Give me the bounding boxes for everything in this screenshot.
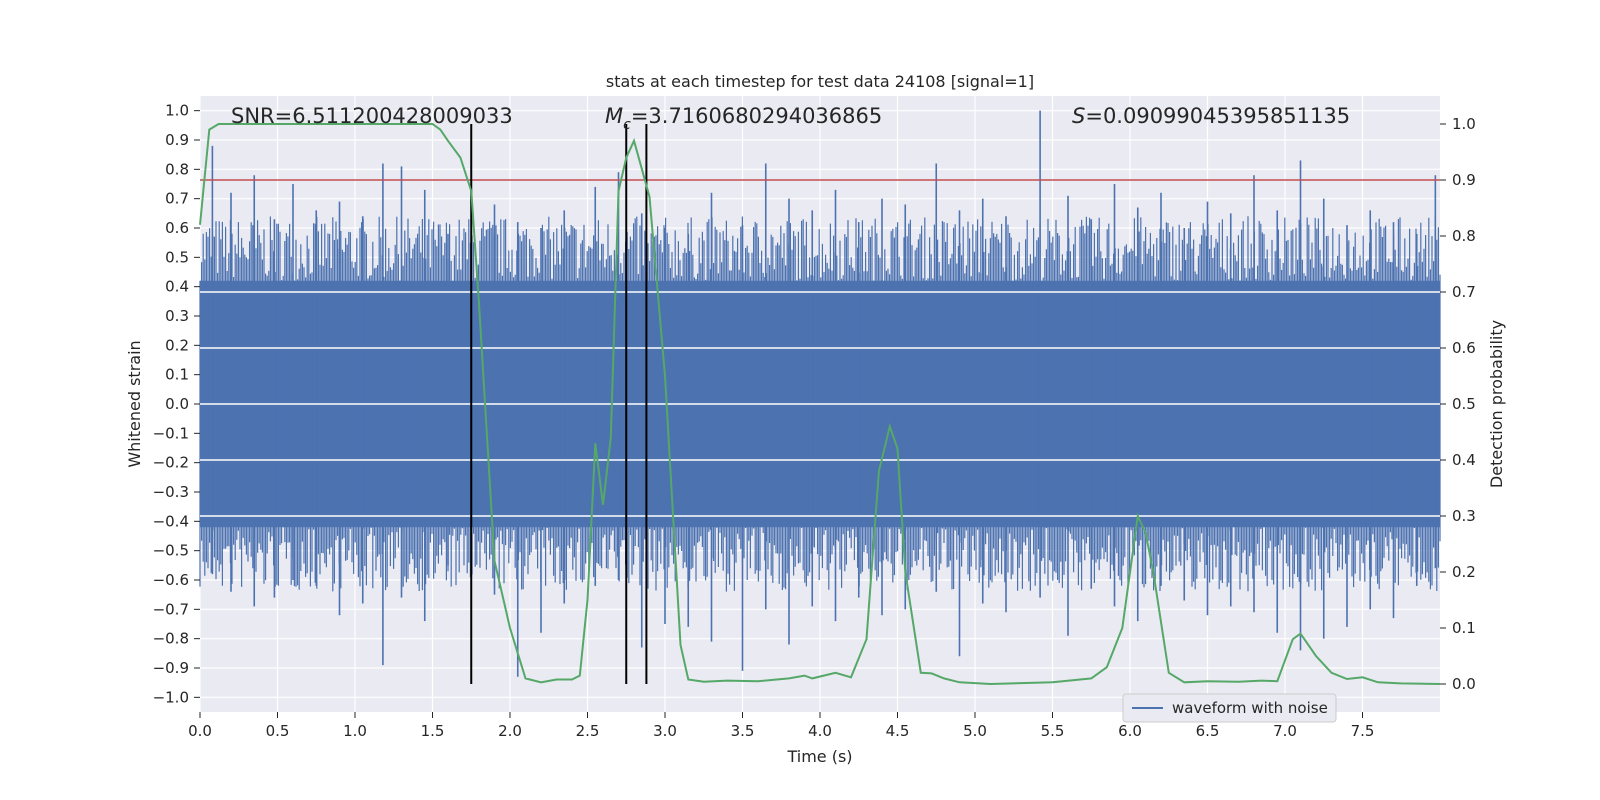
y-tick-label-left: 0.3	[165, 307, 189, 325]
snr-annotation: SNR=6.511200428009033	[231, 104, 513, 128]
y-tick-label-left: −0.6	[153, 571, 189, 589]
y-axis-right: 1.0 0.9 0.8 0.7 0.6 0.5 0.4 0.3 0.2 0.1 0.0	[1440, 115, 1476, 693]
y-tick-label-right: 0.2	[1452, 563, 1476, 581]
chirp-mass-subscript: c	[623, 117, 631, 133]
x-tick-label: 2.0	[498, 722, 522, 740]
x-tick-label: 0.0	[188, 722, 212, 740]
y-tick-label-left: 1.0	[165, 102, 189, 120]
y-tick-label-left: −0.4	[153, 512, 189, 530]
y-tick-label-right: 0.7	[1452, 283, 1476, 301]
x-tick-label: 2.5	[576, 722, 600, 740]
y-tick-label-left: −0.9	[153, 659, 189, 677]
y-axis-left: 1.0 0.9 0.8 0.7 0.6 0.5 0.4 0.3 0.2 0.1 0.0 −0.1 −0.…	[153, 102, 200, 706]
y-tick-label-right: 0.3	[1452, 507, 1476, 525]
y-tick-label-right: 0.4	[1452, 451, 1476, 469]
x-tick-label: 4.0	[808, 722, 832, 740]
x-axis: 0.0 0.5 1.0 1.5 2.0 2.5 3.0 3.5 4.0 4.5 5.0 5.5 6.0 6…	[188, 712, 1374, 740]
x-tick-label: 0.5	[266, 722, 290, 740]
y-tick-label-right: 1.0	[1452, 115, 1476, 133]
legend: waveform with noise	[1122, 693, 1337, 723]
x-tick-label: 1.0	[343, 722, 367, 740]
y-tick-label-left: 0.5	[165, 248, 189, 266]
legend-label: waveform with noise	[1172, 699, 1328, 717]
y-tick-label-left: −0.7	[153, 600, 189, 618]
y-tick-label-left: −0.5	[153, 542, 189, 560]
waveform-series	[199, 110, 1441, 677]
x-tick-label: 7.5	[1351, 722, 1375, 740]
y-tick-label-left: −1.0	[153, 688, 189, 706]
detection-probability-series	[199, 123, 1441, 686]
y-tick-label-right: 0.9	[1452, 171, 1476, 189]
y-tick-label-right: 0.0	[1452, 675, 1476, 693]
y-axis-label-right: Detection probability	[1487, 320, 1506, 488]
chirp-mass-value: =3.7160680294036865	[631, 104, 882, 128]
x-tick-label: 1.5	[421, 722, 445, 740]
s-annotation: S=0.09099045395851135	[1072, 104, 1350, 128]
x-tick-label: 7.0	[1273, 722, 1297, 740]
y-tick-label-right: 0.6	[1452, 339, 1476, 357]
vertical-markers	[470, 124, 648, 684]
legend-box	[1122, 693, 1337, 723]
x-tick-label: 5.0	[963, 722, 987, 740]
y-axis-label-left: Whitened strain	[125, 340, 144, 467]
y-tick-label-left: −0.2	[153, 454, 189, 472]
x-tick-label: 3.0	[653, 722, 677, 740]
x-axis-label: Time (s)	[786, 747, 852, 766]
band-grid-overlay	[200, 291, 1440, 517]
x-tick-label: 4.5	[886, 722, 910, 740]
s-symbol: S	[1072, 104, 1085, 128]
x-tick-label: 6.0	[1118, 722, 1142, 740]
y-tick-label-left: 0.8	[165, 160, 189, 178]
detection-probability-line	[199, 123, 1441, 686]
chirp-mass-annotation: Mc=3.7160680294036865	[605, 104, 882, 133]
y-tick-label-left: 0.4	[165, 278, 189, 296]
x-tick-label: 5.5	[1041, 722, 1065, 740]
x-tick-label: 6.5	[1196, 722, 1220, 740]
y-tick-label-right: 0.8	[1452, 227, 1476, 245]
chart-title: stats at each timestep for test data 241…	[606, 72, 1034, 91]
y-tick-label-left: 0.0	[165, 395, 189, 413]
y-tick-label-right: 0.1	[1452, 619, 1476, 637]
y-tick-label-left: 0.2	[165, 336, 189, 354]
y-tick-label-left: 0.9	[165, 131, 189, 149]
y-tick-label-left: 0.7	[165, 190, 189, 208]
y-tick-label-left: −0.3	[153, 483, 189, 501]
y-tick-label-left: −0.1	[153, 424, 189, 442]
s-value: =0.09099045395851135	[1085, 104, 1350, 128]
y-tick-label-right: 0.5	[1452, 395, 1476, 413]
y-tick-label-left: −0.8	[153, 630, 189, 648]
y-tick-label-left: 0.1	[165, 366, 189, 384]
y-tick-label-left: 0.6	[165, 219, 189, 237]
chirp-mass-symbol: M	[605, 104, 623, 128]
x-tick-label: 3.5	[731, 722, 755, 740]
